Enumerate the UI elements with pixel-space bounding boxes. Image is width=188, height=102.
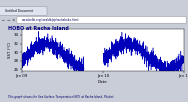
- Text: ←  →  ⊙: ← → ⊙: [2, 18, 15, 22]
- X-axis label: Date: Date: [98, 80, 108, 84]
- FancyBboxPatch shape: [0, 6, 47, 16]
- Text: Untitled Document: Untitled Document: [5, 9, 33, 13]
- Text: HOBO at Racha Island: HOBO at Racha Island: [8, 26, 68, 31]
- FancyBboxPatch shape: [17, 17, 186, 23]
- Text: www.belbi.org/coraldb/pp/rachahobo.html: www.belbi.org/coraldb/pp/rachahobo.html: [22, 18, 79, 22]
- Y-axis label: SST (°C): SST (°C): [8, 42, 12, 58]
- Text: This graph shows the Sea Surface Temperature(SST) at Racha Island, Phuket.: This graph shows the Sea Surface Tempera…: [8, 95, 114, 99]
